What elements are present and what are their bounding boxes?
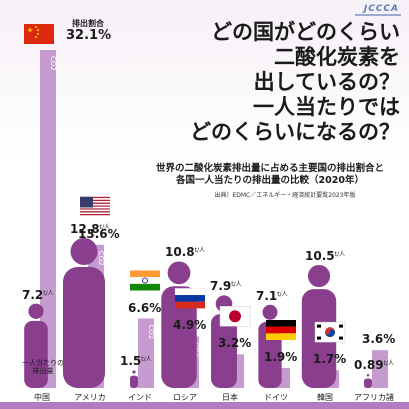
bottom-bar [0, 402, 409, 409]
russia-flag-icon [174, 288, 206, 309]
category-label: ロシア [173, 393, 197, 402]
share-bar [40, 50, 56, 388]
percap-unit: t/人 [141, 356, 152, 364]
percap-unit: t/人 [194, 247, 205, 255]
title-line: どの国がどのくらい [211, 20, 400, 44]
category-label: 中国 [34, 393, 50, 402]
percap-label: 1.5t/人 [120, 354, 152, 369]
person-figure [364, 374, 372, 388]
percap-unit: t/人 [334, 250, 345, 258]
category-label: 韓国 [317, 393, 333, 402]
legend-share-label: 排出割合 [72, 19, 104, 28]
share-label: 4.9% [173, 318, 207, 333]
title-line: 出しているの？ [253, 70, 400, 94]
title-line: 一人当たりでは [253, 95, 400, 119]
subtitle-line: 世界の二酸化炭素排出量に占める主要国の排出割合と [155, 163, 384, 174]
category-label: インド [128, 393, 152, 402]
share-label: 1.9% [264, 349, 298, 364]
logo: JCCCA [363, 4, 399, 14]
co2-bar-label: CO2 [97, 251, 105, 266]
share-label: 6.6% [128, 300, 162, 315]
japan-flag-icon [219, 306, 251, 327]
percap-unit: t/人 [99, 224, 110, 231]
percap-unit: t/人 [231, 281, 242, 289]
title-line: 二酸化炭素を [274, 45, 400, 69]
percap-label: 10.8t/人 [165, 245, 205, 260]
subtitle-line: 各国一人当たりの排出量の比較（2020年） [176, 175, 364, 186]
share-bar [138, 318, 154, 388]
share-label: 13.6% [78, 226, 120, 241]
person-figure [130, 370, 138, 388]
category-label: 日本 [222, 393, 238, 402]
person-figure [24, 303, 48, 388]
category-label: アメリカ [74, 393, 106, 402]
percap-label: 7.2t/人 [22, 287, 54, 302]
person-figure [258, 304, 282, 388]
subtitle: 世界の二酸化炭素排出量に占める主要国の排出割合と 各国一人当たりの排出量の比較（… [140, 163, 400, 187]
usa-flag-icon [80, 196, 110, 217]
share-bar [372, 350, 388, 388]
share-label-china: 32.1% [66, 28, 112, 43]
person-figure [161, 261, 197, 388]
china-flag-icon [24, 24, 54, 44]
percap-unit: t/人 [43, 289, 54, 297]
title-line: どのくらいになるの？ [190, 120, 400, 144]
percap-label: 7.1t/人 [256, 288, 288, 303]
co2-bar-label: CO2 [49, 56, 57, 71]
share-label: 1.7% [313, 352, 347, 367]
percap-label: 7.9t/人 [210, 279, 242, 294]
share-label: 3.6% [362, 332, 396, 347]
category-label: ドイツ [264, 393, 288, 402]
co2-bar-label: CO2 [147, 325, 155, 340]
percap-unit: t/人 [383, 360, 394, 367]
title: どの国がどのくらい 二酸化炭素を 出しているの？ 一人当たりでは どのくらいにな… [148, 20, 400, 145]
korea-flag-icon [314, 321, 346, 343]
share-label: 3.2% [218, 336, 252, 351]
india-flag-icon [130, 270, 160, 291]
percap-note: 一人当たりの排出量 [22, 359, 64, 375]
percap-unit: t/人 [277, 290, 288, 298]
person-figure [63, 238, 105, 388]
percap-label: 0.89t/人 [354, 358, 394, 372]
germany-flag-icon [266, 319, 296, 340]
percap-label: 10.5t/人 [305, 248, 345, 263]
percap-label: 12.8t/人 [70, 222, 110, 236]
source-note: 出典）EDMC／エネルギー・経済統計要覧2023年版 [214, 192, 356, 199]
logo-underline [355, 14, 401, 16]
